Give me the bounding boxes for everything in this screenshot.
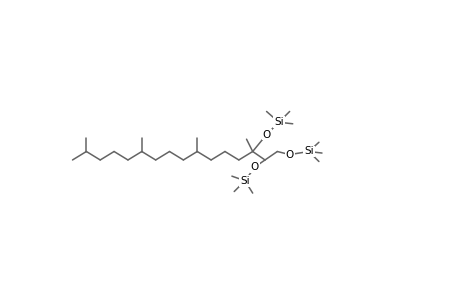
Text: Si: Si — [274, 117, 283, 127]
Text: Si: Si — [303, 146, 313, 157]
Text: O: O — [250, 162, 258, 172]
Text: Si: Si — [240, 176, 249, 186]
Text: O: O — [285, 150, 293, 160]
Text: O: O — [262, 130, 270, 140]
